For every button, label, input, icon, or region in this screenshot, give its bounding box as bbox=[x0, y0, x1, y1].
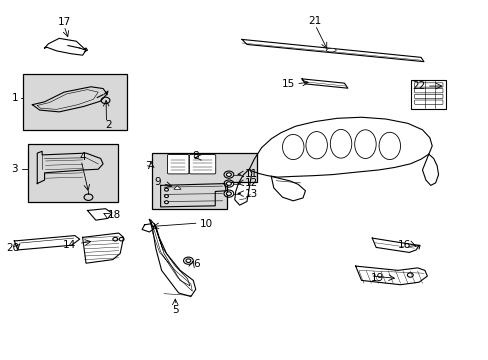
FancyBboxPatch shape bbox=[410, 80, 446, 109]
Circle shape bbox=[164, 195, 168, 198]
Text: 3: 3 bbox=[11, 164, 18, 174]
Ellipse shape bbox=[330, 130, 351, 158]
Text: 21: 21 bbox=[308, 17, 321, 27]
Text: 17: 17 bbox=[58, 17, 71, 27]
FancyBboxPatch shape bbox=[414, 100, 442, 104]
Ellipse shape bbox=[326, 48, 335, 52]
FancyBboxPatch shape bbox=[414, 89, 442, 93]
Polygon shape bbox=[152, 153, 256, 209]
Text: 2: 2 bbox=[105, 121, 112, 130]
FancyBboxPatch shape bbox=[27, 144, 118, 202]
Ellipse shape bbox=[354, 130, 375, 158]
Circle shape bbox=[164, 201, 168, 204]
Text: 20: 20 bbox=[6, 243, 20, 253]
Circle shape bbox=[226, 192, 231, 195]
Text: 16: 16 bbox=[397, 239, 410, 249]
Text: 11: 11 bbox=[244, 169, 257, 179]
Text: 5: 5 bbox=[172, 305, 178, 315]
Text: 12: 12 bbox=[244, 178, 257, 188]
FancyBboxPatch shape bbox=[414, 83, 442, 87]
Text: 14: 14 bbox=[63, 240, 76, 250]
Text: 22: 22 bbox=[412, 81, 425, 91]
Polygon shape bbox=[173, 186, 181, 189]
Text: 1: 1 bbox=[12, 93, 19, 103]
Text: 9: 9 bbox=[154, 177, 161, 187]
Text: 13: 13 bbox=[244, 189, 257, 199]
Text: 19: 19 bbox=[370, 273, 384, 283]
FancyBboxPatch shape bbox=[22, 74, 127, 130]
FancyBboxPatch shape bbox=[167, 154, 188, 174]
Text: 7: 7 bbox=[144, 161, 151, 171]
Text: 8: 8 bbox=[192, 150, 199, 161]
Text: 15: 15 bbox=[282, 79, 295, 89]
Text: 18: 18 bbox=[108, 210, 121, 220]
Circle shape bbox=[164, 188, 168, 191]
Circle shape bbox=[226, 173, 231, 176]
Circle shape bbox=[226, 182, 231, 185]
FancyBboxPatch shape bbox=[189, 154, 215, 174]
Ellipse shape bbox=[378, 132, 400, 159]
Ellipse shape bbox=[305, 132, 327, 159]
Text: 6: 6 bbox=[193, 259, 200, 269]
Text: 4: 4 bbox=[79, 152, 86, 162]
FancyBboxPatch shape bbox=[414, 94, 442, 99]
Circle shape bbox=[185, 259, 190, 262]
Text: 10: 10 bbox=[199, 219, 212, 229]
Ellipse shape bbox=[282, 134, 304, 159]
